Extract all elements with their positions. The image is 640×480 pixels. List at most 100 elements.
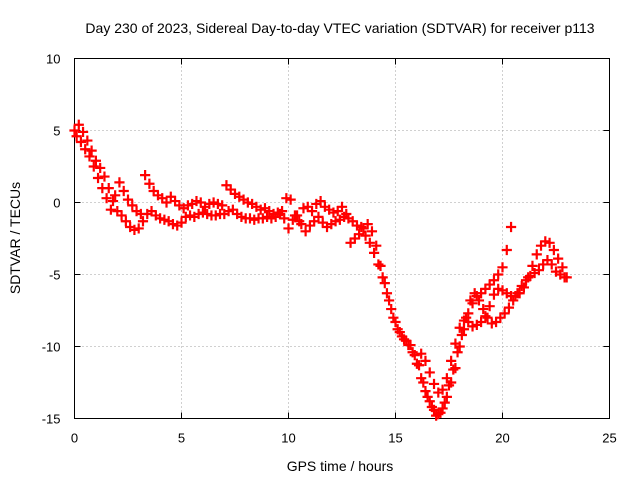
data-point	[82, 135, 93, 146]
data-point	[416, 348, 427, 359]
data-point	[148, 185, 159, 197]
data-point	[488, 275, 500, 286]
y-axis-label: SDTVAR / TECUs	[7, 182, 23, 294]
data-point	[336, 201, 348, 212]
data-point	[366, 226, 378, 237]
data-point	[161, 197, 172, 208]
data-point	[225, 184, 236, 195]
data-point	[531, 249, 542, 260]
data-point	[110, 190, 121, 201]
data-point	[371, 240, 382, 251]
data-point	[75, 136, 87, 148]
x-tick-label: 20	[495, 431, 509, 446]
data-point	[120, 216, 131, 227]
data-point	[315, 195, 326, 207]
data-point	[86, 145, 97, 156]
data-point	[88, 161, 99, 172]
data-point	[300, 226, 311, 237]
data-point	[182, 200, 194, 211]
data-point	[535, 240, 547, 251]
data-point	[428, 378, 440, 390]
data-point	[505, 221, 517, 233]
y-tick-label: -10	[42, 340, 61, 355]
data-point	[527, 260, 538, 271]
data-point	[71, 131, 82, 142]
data-point	[92, 172, 104, 184]
data-point	[413, 360, 425, 371]
data-point	[268, 208, 279, 220]
data-point	[180, 211, 191, 222]
data-point	[118, 185, 129, 197]
data-point	[553, 253, 564, 264]
data-point	[302, 201, 313, 212]
data-point	[304, 220, 315, 231]
data-point	[501, 244, 512, 256]
data-point	[101, 193, 112, 204]
data-point	[129, 224, 140, 235]
data-point	[454, 322, 465, 333]
data-point	[159, 214, 170, 225]
data-point	[379, 278, 390, 289]
data-point	[523, 272, 534, 283]
data-point	[328, 207, 339, 218]
data-point	[458, 324, 470, 335]
data-point	[122, 194, 134, 205]
data-point	[424, 367, 435, 378]
data-point	[345, 237, 356, 248]
data-point	[169, 195, 181, 207]
data-point	[561, 272, 572, 283]
data-point	[107, 195, 119, 207]
data-point	[281, 193, 292, 204]
data-point	[493, 283, 504, 294]
data-point	[133, 223, 144, 234]
data-point	[473, 295, 485, 306]
chart-title: Day 230 of 2023, Sidereal Day-to-day VTE…	[85, 20, 594, 36]
plot-frame	[74, 58, 610, 419]
x-tick-label: 5	[178, 431, 185, 446]
x-tick-label: 15	[388, 431, 402, 446]
data-point	[242, 197, 253, 208]
data-point	[497, 262, 508, 273]
data-point	[377, 272, 388, 283]
data-point	[405, 339, 416, 351]
data-point	[204, 198, 215, 210]
data-point	[144, 178, 155, 189]
data-point	[306, 206, 318, 217]
data-point	[364, 237, 375, 248]
data-point	[362, 219, 373, 230]
data-point	[437, 384, 448, 395]
data-point	[354, 229, 365, 240]
data-point	[255, 204, 266, 215]
data-point	[221, 180, 232, 191]
data-point	[285, 194, 296, 205]
data-point	[84, 151, 95, 162]
data-point	[69, 125, 80, 136]
data-point	[202, 208, 213, 220]
data-point	[249, 214, 260, 225]
data-point	[360, 230, 371, 241]
data-point	[484, 301, 495, 312]
data-point	[193, 208, 204, 220]
data-point	[450, 338, 461, 349]
data-point	[557, 262, 568, 273]
data-point	[73, 119, 84, 130]
data-point	[548, 244, 559, 256]
data-point	[544, 237, 555, 248]
y-tick-label: 0	[53, 196, 60, 211]
data-point	[514, 288, 525, 299]
data-point	[490, 316, 502, 328]
data-point	[279, 213, 290, 224]
data-point	[176, 217, 187, 228]
data-point	[388, 312, 399, 323]
data-point	[392, 324, 403, 335]
data-point	[272, 207, 283, 218]
data-point	[137, 216, 149, 227]
data-point	[435, 407, 446, 418]
data-point	[197, 207, 208, 218]
y-tick-label: -5	[49, 268, 61, 283]
data-point	[140, 170, 151, 181]
data-point	[540, 236, 551, 247]
data-point	[383, 295, 395, 306]
data-point	[223, 206, 234, 217]
data-point	[236, 211, 247, 222]
